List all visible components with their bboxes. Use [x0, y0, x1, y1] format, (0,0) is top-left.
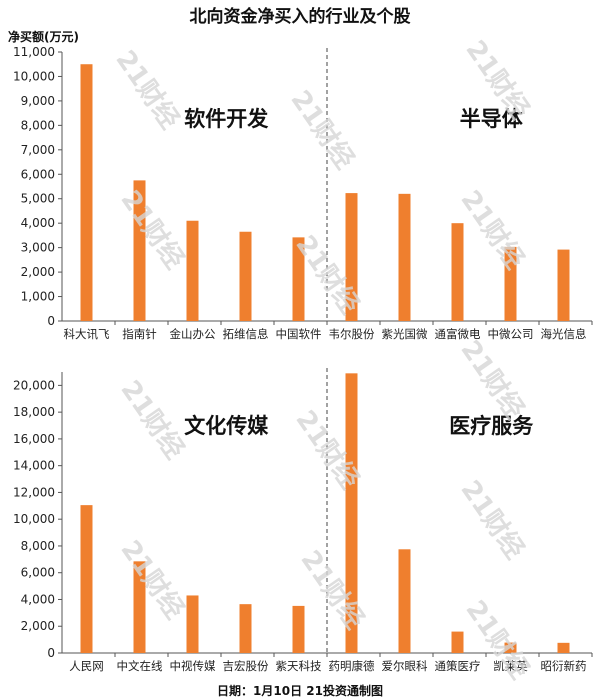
y-tick-label: 10,000: [13, 69, 55, 83]
bar-拓维信息: [239, 231, 252, 321]
bar-海光信息: [557, 249, 570, 321]
bar-人民网: [80, 505, 93, 653]
group-label: 半导体: [460, 107, 524, 131]
bar-中国软件: [292, 237, 305, 321]
y-tick-label: 8,000: [21, 118, 55, 132]
y-tick-label: 4,000: [21, 216, 55, 230]
y-tick-label: 16,000: [13, 432, 55, 446]
x-tick-label: 通策医疗: [435, 659, 481, 673]
x-tick-label: 通富微电: [435, 327, 481, 341]
y-tick-label: 3,000: [21, 241, 55, 255]
x-tick-label: 昭衍新药: [541, 659, 587, 673]
y-tick-label: 6,000: [21, 167, 55, 181]
x-tick-label: 指南针: [122, 327, 157, 341]
y-tick-label: 2,000: [21, 619, 55, 633]
bar-昭衍新药: [557, 642, 570, 653]
bar-凯莱英: [504, 642, 517, 653]
bar-紫天科技: [292, 605, 305, 653]
bar-药明康德: [345, 373, 358, 653]
y-tick-label: 10,000: [13, 512, 55, 526]
x-tick-label: 紫天科技: [276, 659, 322, 673]
x-tick-label: 人民网: [69, 659, 104, 673]
bar-中文在线: [133, 561, 146, 653]
y-tick-label: 0: [47, 314, 55, 328]
x-tick-label: 药明康德: [329, 659, 375, 673]
y-tick-label: 14,000: [13, 459, 55, 473]
group-label: 医疗服务: [449, 414, 534, 438]
y-tick-label: 18,000: [13, 405, 55, 419]
x-tick-label: 海光信息: [541, 327, 587, 341]
bar-指南针: [133, 180, 146, 321]
y-tick-label: 4,000: [21, 592, 55, 606]
bar-吉宏股份: [239, 604, 252, 653]
y-tick-label: 6,000: [21, 566, 55, 580]
x-tick-label: 中视传媒: [170, 659, 216, 673]
x-tick-label: 中文在线: [117, 659, 163, 673]
bar-金山办公: [186, 220, 199, 321]
y-tick-label: 11,000: [13, 45, 55, 59]
footer-date-source: 日期：1月10日 21投资通制图: [217, 684, 383, 698]
x-tick-label: 金山办公: [170, 327, 216, 341]
group-label: 软件开发: [184, 107, 269, 131]
group-label: 文化传媒: [184, 414, 269, 438]
y-tick-label: 5,000: [21, 192, 55, 206]
bar-韦尔股份: [345, 193, 358, 321]
chart-title: 北向资金净买入的行业及个股: [189, 7, 411, 27]
x-tick-label: 中国软件: [276, 327, 322, 341]
bar-通富微电: [451, 223, 464, 321]
y-axis-unit-label: 净买额(万元): [8, 30, 79, 44]
x-tick-label: 吉宏股份: [223, 659, 269, 673]
x-tick-label: 科大讯飞: [64, 327, 110, 341]
y-tick-label: 2,000: [21, 265, 55, 279]
x-tick-label: 韦尔股份: [329, 327, 375, 341]
y-tick-label: 12,000: [13, 485, 55, 499]
x-tick-label: 紫光国微: [382, 327, 428, 341]
bar-中微公司: [504, 246, 517, 321]
bar-中视传媒: [186, 595, 199, 653]
y-tick-label: 20,000: [13, 378, 55, 392]
bar-爱尔眼科: [398, 549, 411, 653]
x-tick-label: 中微公司: [488, 327, 534, 341]
y-tick-label: 8,000: [21, 539, 55, 553]
y-tick-label: 9,000: [21, 94, 55, 108]
y-tick-label: 1,000: [21, 290, 55, 304]
x-tick-label: 爱尔眼科: [382, 659, 428, 673]
x-tick-label: 拓维信息: [223, 327, 269, 341]
bar-紫光国微: [398, 193, 411, 321]
bar-通策医疗: [451, 631, 464, 653]
y-tick-label: 7,000: [21, 143, 55, 157]
y-tick-label: 0: [47, 646, 55, 660]
x-tick-label: 凯莱英: [493, 659, 528, 673]
bar-科大讯飞: [80, 64, 93, 322]
